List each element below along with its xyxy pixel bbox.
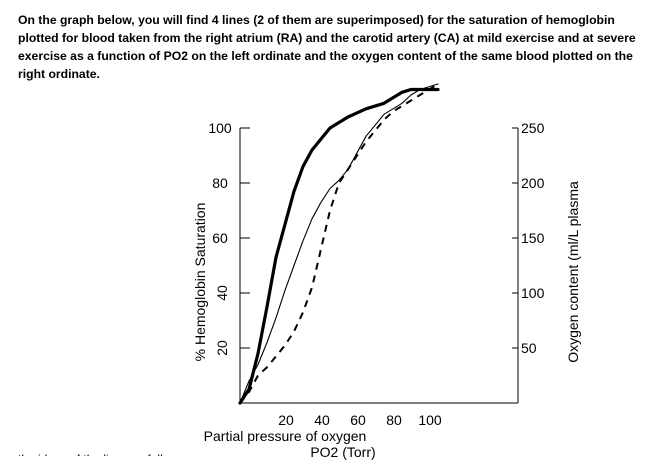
series-line-thick — [238, 87, 440, 405]
y-left-axis-title: % Hemoglobin Saturation — [192, 203, 208, 362]
y-right-tick-label: 200 — [521, 175, 545, 191]
series-line-dashed — [239, 83, 439, 404]
x-tick-label: 100 — [418, 412, 442, 428]
y-right-tick-label: 150 — [521, 230, 545, 246]
series-line-thin — [239, 83, 439, 404]
y-right-axis-title: Oxygen content (ml/L plasma — [565, 181, 581, 363]
series-group — [238, 83, 440, 405]
axis-labels: 20 40 60 80 100 50 100 150 200 250 20 40 60 80 100 Part… — [192, 120, 581, 460]
y-left-tick-label: 40 — [214, 285, 230, 301]
x-axis-title: Partial pressure of oxygen — [204, 428, 367, 444]
y-left-tick-label: 20 — [214, 340, 230, 356]
y-right-tick-label: 50 — [521, 340, 537, 356]
footer-text: the ideas of the lines as follows — [18, 452, 185, 466]
y-right-tick-label: 100 — [521, 285, 545, 301]
y-right-tick-label: 250 — [521, 120, 545, 136]
y-left-tick-label: 60 — [212, 230, 228, 246]
x-tick-label: 60 — [350, 412, 366, 428]
x-tick-label: 40 — [314, 412, 330, 428]
question-text: On the graph below, you will find 4 line… — [18, 13, 636, 81]
x-axis-units: PO2 (Torr) — [310, 444, 375, 460]
axes — [239, 127, 519, 404]
x-tick-label: 20 — [278, 412, 294, 428]
x-tick-label: 80 — [386, 412, 402, 428]
y-left-tick-label: 80 — [212, 175, 228, 191]
y-left-tick-label: 100 — [208, 120, 232, 136]
